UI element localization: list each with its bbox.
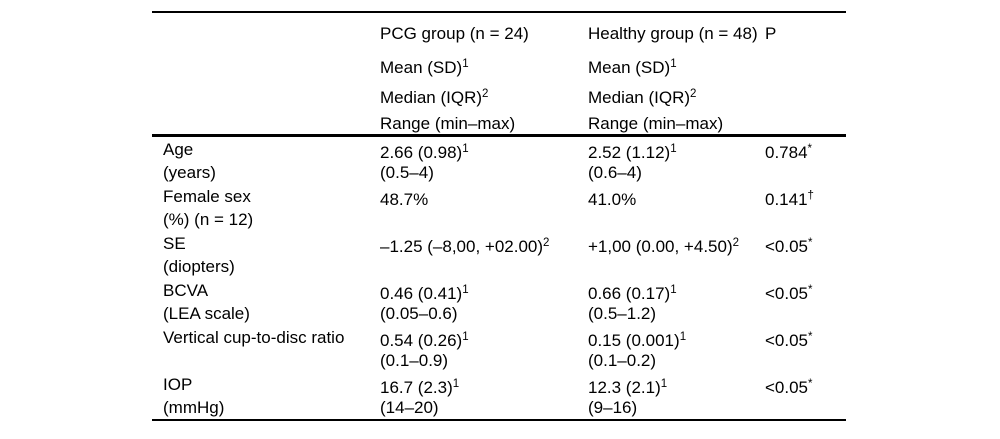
significance-marker: *	[808, 331, 813, 343]
significance-marker: *	[808, 378, 813, 390]
superscript-1: 1	[670, 143, 677, 155]
superscript-1: 1	[462, 284, 469, 296]
healthy-range-label: Range (min–max)	[588, 114, 724, 133]
pcg-cell: 16.7 (2.3)1 (14–20)	[380, 378, 460, 417]
table-row-vertical-cup-to-disc: Vertical cup-to-disc ratio 0.54 (0.26)1 …	[152, 325, 846, 372]
table-row-bcva: BCVA (LEA scale) 0.46 (0.41)1 (0.05–0.6)…	[152, 278, 846, 325]
significance-marker: *	[808, 237, 813, 249]
p-cell: <0.05*	[765, 378, 813, 397]
superscript-2: 2	[690, 88, 697, 100]
header-p-column: P	[765, 13, 846, 139]
row-label: Vertical cup-to-disc ratio	[163, 328, 345, 347]
superscript-1: 1	[670, 284, 677, 296]
p-column-title: P	[765, 24, 777, 43]
significance-marker: †	[807, 190, 814, 202]
pcg-cell: 48.7%	[380, 190, 429, 209]
superscript-1: 1	[462, 58, 469, 70]
table-row-female-sex: Female sex (%) (n = 12) 48.7% 41.0% 0.14…	[152, 184, 846, 231]
superscript-1: 1	[670, 58, 677, 70]
table-row-age: Age (years) 2.66 (0.98)1 (0.5–4) 2.52 (1…	[152, 137, 846, 184]
comparison-table: PCG group (n = 24) Mean (SD)1 Median (IQ…	[152, 11, 846, 421]
header-pcg-group: PCG group (n = 24) Mean (SD)1 Median (IQ…	[380, 13, 588, 139]
healthy-cell: 0.15 (0.001)1 (0.1–0.2)	[588, 331, 687, 370]
p-cell: <0.05*	[765, 237, 813, 256]
superscript-1: 1	[462, 331, 469, 343]
table-header: PCG group (n = 24) Mean (SD)1 Median (IQ…	[152, 11, 846, 137]
row-label: SE (diopters)	[163, 234, 235, 276]
row-label: Age (years)	[163, 140, 216, 182]
healthy-median-label: Median (IQR)2	[588, 88, 697, 107]
row-label: BCVA (LEA scale)	[163, 281, 250, 323]
pcg-group-title: PCG group (n = 24)	[380, 19, 588, 49]
pcg-group-title-text: PCG group (n = 24)	[380, 24, 529, 43]
p-cell: <0.05*	[765, 284, 813, 303]
healthy-group-title: Healthy group (n = 48)	[588, 19, 765, 49]
table-row-iop: IOP (mmHg) 16.7 (2.3)1 (14–20) 12.3 (2.1…	[152, 372, 846, 419]
p-cell: <0.05*	[765, 331, 813, 350]
healthy-cell: 12.3 (2.1)1 (9–16)	[588, 378, 668, 417]
significance-marker: *	[807, 143, 813, 155]
pcg-range-label: Range (min–max)	[380, 114, 516, 133]
p-cell: 0.141†	[765, 190, 814, 209]
p-cell: 0.784*	[765, 143, 813, 162]
healthy-cell: 0.66 (0.17)1 (0.5–1.2)	[588, 284, 677, 323]
header-empty-cell	[152, 13, 380, 139]
superscript-1: 1	[462, 143, 469, 155]
healthy-cell: 2.52 (1.12)1 (0.6–4)	[588, 143, 677, 182]
healthy-cell: +1,00 (0.00, +4.50)2	[588, 237, 740, 256]
superscript-1: 1	[660, 378, 668, 390]
superscript-1: 1	[452, 378, 460, 390]
pcg-cell: 0.54 (0.26)1 (0.1–0.9)	[380, 331, 469, 370]
pcg-median-label: Median (IQR)2	[380, 88, 489, 107]
superscript-2: 2	[732, 237, 740, 249]
superscript-1: 1	[679, 331, 687, 343]
row-label: Female sex (%) (n = 12)	[163, 187, 254, 229]
significance-marker: *	[808, 284, 813, 296]
superscript-2: 2	[482, 88, 489, 100]
pcg-cell: –1.25 (–8,00, +02.00)2	[380, 237, 550, 256]
table-row-se: SE (diopters) –1.25 (–8,00, +02.00)2 +1,…	[152, 231, 846, 278]
header-row: PCG group (n = 24) Mean (SD)1 Median (IQ…	[152, 13, 846, 139]
table-body: Age (years) 2.66 (0.98)1 (0.5–4) 2.52 (1…	[152, 137, 846, 421]
pcg-mean-label: Mean (SD)1	[380, 58, 469, 77]
healthy-mean-label: Mean (SD)1	[588, 58, 677, 77]
row-label: IOP (mmHg)	[163, 375, 225, 417]
superscript-2: 2	[543, 237, 550, 249]
pcg-cell: 2.66 (0.98)1 (0.5–4)	[380, 143, 469, 182]
healthy-group-title-text: Healthy group (n = 48)	[588, 24, 758, 43]
healthy-cell: 41.0%	[588, 190, 637, 209]
header-healthy-group: Healthy group (n = 48) Mean (SD)1 Median…	[588, 13, 765, 139]
pcg-cell: 0.46 (0.41)1 (0.05–0.6)	[380, 284, 469, 323]
